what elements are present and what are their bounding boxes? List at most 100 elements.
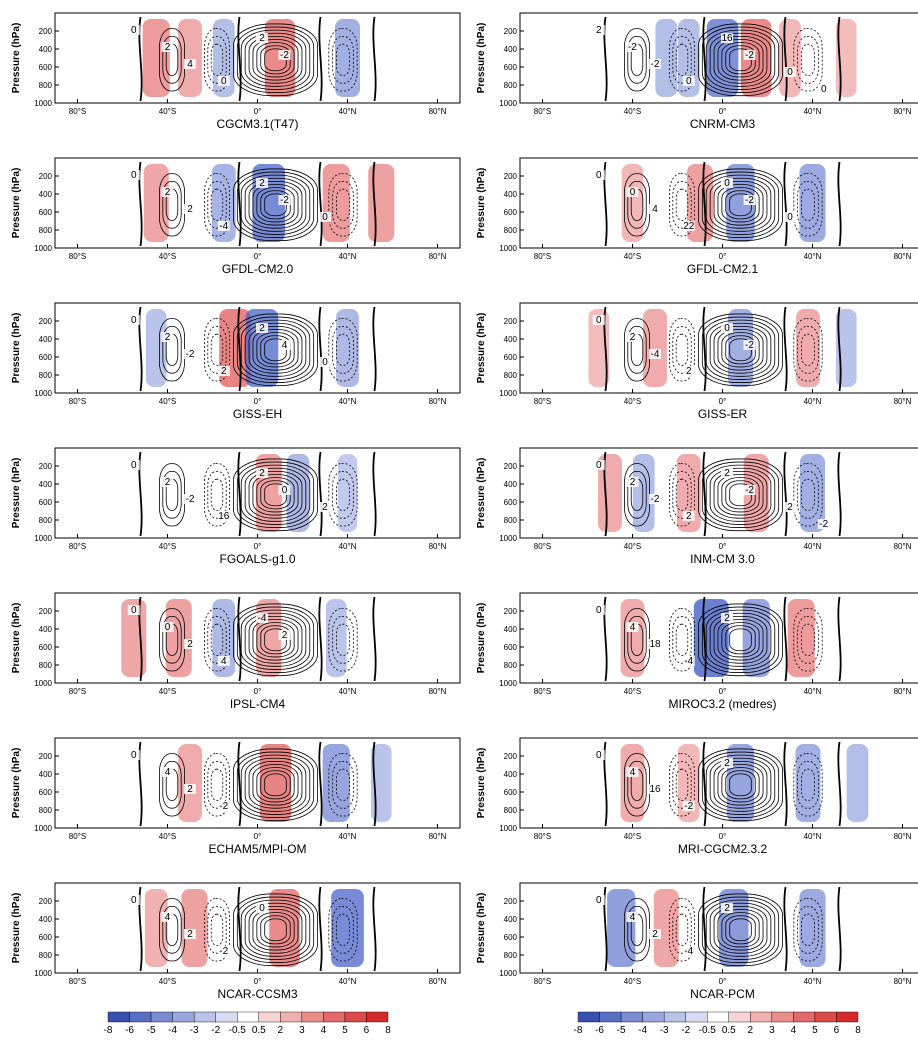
contour-line: [236, 171, 315, 238]
zero-contour: [138, 451, 143, 537]
zero-contour: [372, 886, 377, 972]
colorbar-label: 3: [299, 1025, 305, 1036]
contour-line: [705, 609, 776, 670]
x-tick-label: 80°N: [429, 542, 447, 551]
contour-line: [627, 906, 647, 954]
contour-line: [721, 912, 760, 948]
contour-line: [672, 325, 692, 374]
contour-label: 2: [686, 366, 692, 377]
y-tick-label: 800: [504, 516, 518, 525]
contour-line: [233, 23, 318, 97]
zero-contour: [318, 306, 323, 392]
x-tick-label: 80°N: [894, 977, 912, 986]
contour-line: [336, 478, 350, 511]
zero-contour: [372, 451, 377, 537]
contour-label-bg: [721, 323, 733, 333]
y-tick-label: 1000: [34, 244, 52, 253]
contour-label-bg: [217, 221, 230, 231]
y-tick-label: 400: [39, 45, 53, 54]
panel-12: 0 4 2 -2 0 80°S 40°S 0° 40°N 80°N 200 400 600 800 1000…: [11, 882, 461, 1001]
panel-7: 0 2 -2 2 2 -2 2 -2 80°S 40°S 0° 40°N 80°N 200 400 600 80…: [476, 447, 918, 566]
contour-line: [336, 913, 350, 946]
shaded-cell: [181, 889, 208, 967]
shaded-cell: [719, 889, 749, 967]
y-axis-label: Pressure (hPa): [476, 893, 487, 964]
contour-label-bg: [184, 639, 196, 649]
contour-label-bg: [161, 477, 174, 487]
y-tick-label: 600: [504, 788, 518, 797]
contour-line: [709, 467, 772, 522]
x-tick-label: 40°S: [159, 687, 176, 696]
contour-label-bg: [626, 42, 639, 52]
zero-contour: [318, 161, 323, 247]
contour-line: [256, 477, 295, 513]
contour-label-bg: [127, 895, 140, 905]
zero-contour: [603, 741, 608, 827]
x-tick-label: 80°N: [429, 687, 447, 696]
contour-line: [717, 474, 764, 516]
contour-label: 4: [221, 656, 227, 667]
contour-line: [236, 316, 315, 383]
x-tick-label: 80°S: [69, 832, 86, 841]
contour-label: 2: [787, 502, 793, 513]
zero-contour: [702, 306, 707, 392]
shaded-cell: [368, 164, 395, 242]
contour-label: -2: [745, 485, 754, 496]
x-tick-label: 80°N: [429, 977, 447, 986]
colorbar-label: 6: [364, 1025, 370, 1036]
y-tick-label: 600: [504, 933, 518, 942]
contour-label-bg: [217, 801, 230, 811]
y-axis-label: Pressure (hPa): [476, 168, 487, 239]
contour-line: [797, 616, 819, 664]
contour-line: [713, 906, 768, 954]
contour-label-bg: [161, 187, 174, 197]
contour-line: [717, 619, 764, 661]
contour-line: [698, 458, 783, 532]
shaded-cell: [620, 744, 645, 822]
colorbar-label: 8: [385, 1025, 391, 1036]
contour-label: 0: [724, 323, 730, 334]
contour-line: [240, 609, 311, 670]
contour-line: [328, 28, 358, 92]
y-axis-label: Pressure (hPa): [476, 458, 487, 529]
panel-1: 2 -2 -2 0 16 -2 0 0 80°S 40°S 0° 40°N 80°N 200 400 600 8…: [476, 12, 918, 131]
x-tick-label: 0°: [719, 687, 727, 696]
contour-label-bg: [649, 784, 661, 794]
contour-line: [797, 325, 819, 374]
shaded-cell: [335, 19, 360, 97]
panel-title: MRI-CGCM2.3.2: [678, 842, 768, 856]
contour-line: [203, 463, 230, 527]
zero-contour: [372, 16, 377, 102]
x-tick-label: 40°N: [804, 687, 822, 696]
y-tick-label: 800: [39, 371, 53, 380]
contour-line: [162, 325, 182, 374]
contour-line: [717, 329, 764, 371]
contour-line: [328, 318, 358, 382]
contour-label-bg: [184, 494, 196, 504]
contour-line: [233, 313, 318, 387]
x-tick-label: 40°N: [339, 687, 357, 696]
colorbar-label: 8: [855, 1025, 861, 1036]
colorbar-label: -8: [574, 1025, 583, 1036]
contour-label-bg: [127, 750, 140, 760]
contour-label: 2: [630, 477, 636, 488]
zero-contour: [837, 741, 842, 827]
zero-contour: [702, 161, 707, 247]
contour-label: 2: [165, 477, 171, 488]
zero-contour: [138, 161, 143, 247]
contour-label-bg: [217, 511, 230, 521]
contour-label: 16: [721, 33, 733, 44]
zero-contour: [702, 741, 707, 827]
contour-label: 2: [724, 613, 730, 624]
y-tick-label: 800: [39, 661, 53, 670]
contour-line: [725, 915, 756, 945]
contour-line: [248, 616, 303, 664]
shaded-cell: [693, 599, 729, 677]
contour-line: [672, 761, 692, 809]
y-tick-label: 200: [504, 462, 518, 471]
contour-label: 0: [131, 895, 137, 906]
contour-line: [793, 28, 823, 92]
contour-line: [669, 898, 696, 962]
contour-label-bg: [319, 212, 331, 222]
contour-label-bg: [626, 767, 639, 777]
